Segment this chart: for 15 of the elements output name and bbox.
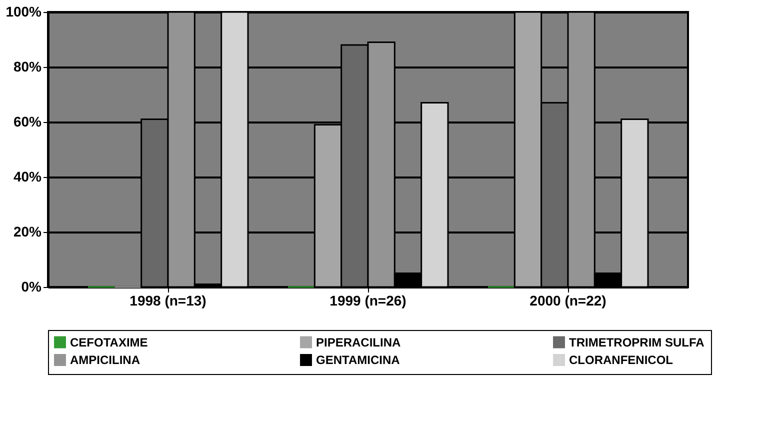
x-tick-label: 1998 (n=13): [130, 292, 206, 308]
legend-label: CLORANFENICOL: [569, 353, 673, 367]
legend-label: PIPERACILINA: [316, 335, 402, 350]
y-tick-label: 20%: [13, 224, 42, 240]
legend-label: GENTAMICINA: [316, 353, 400, 367]
legend-label: TRIMETROPRIM SULFA: [569, 335, 705, 350]
x-tick-label: 1999 (n=26): [330, 292, 406, 308]
legend-label: AMPICILINA: [70, 353, 140, 367]
y-tick-label: 0%: [21, 278, 42, 294]
y-tick-label: 40%: [13, 168, 42, 184]
y-tick-label: 100%: [6, 4, 42, 20]
x-tick-label: 2000 (n=22): [530, 292, 606, 308]
legend-label: CEFOTAXIME: [70, 335, 148, 350]
y-tick-label: 60%: [13, 114, 42, 130]
y-tick-label: 80%: [13, 58, 42, 74]
